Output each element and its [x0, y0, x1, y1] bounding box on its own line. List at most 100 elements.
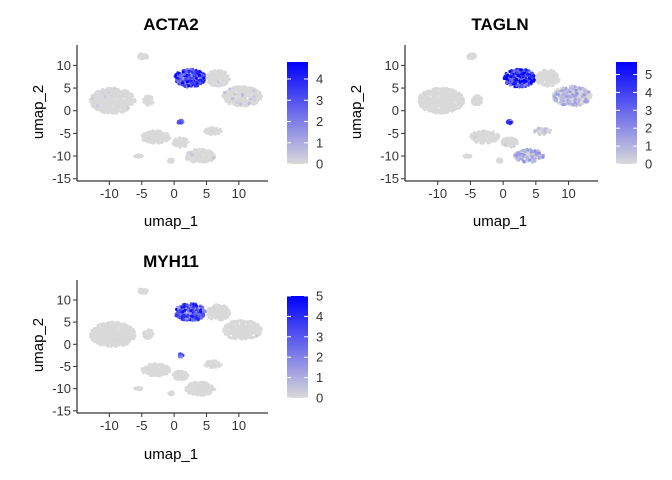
cell-point [92, 99, 96, 103]
cell-point [136, 155, 140, 159]
cell-point [530, 150, 534, 154]
cell-point [562, 86, 565, 90]
cell-point [224, 71, 228, 74]
cell-point [505, 76, 509, 80]
cell-point [118, 91, 122, 95]
cell-point [556, 90, 560, 94]
cell-point [505, 120, 509, 124]
cell-point [509, 120, 513, 124]
cell-point [571, 85, 575, 89]
cell-point [232, 102, 236, 106]
cell-point [92, 102, 96, 106]
cell-point [196, 71, 200, 75]
cell-point [143, 101, 147, 104]
cell-point [505, 74, 509, 77]
cell-point [252, 102, 255, 106]
cell-point [559, 94, 563, 98]
cell-point [227, 97, 231, 101]
cell-point [107, 103, 111, 107]
cell-point [433, 101, 436, 105]
cell-point [228, 87, 232, 91]
cell-point [95, 104, 99, 108]
cell-point [524, 79, 528, 83]
cell-point [124, 327, 128, 330]
cell-point [192, 69, 196, 73]
cell-point [445, 93, 449, 97]
cell-point [107, 340, 111, 344]
cell-point [198, 155, 202, 159]
y-tick-label: -10 [380, 149, 399, 164]
cell-point [109, 320, 113, 324]
cell-point [96, 324, 100, 328]
cell-point [189, 303, 193, 307]
cell-point [552, 95, 556, 99]
cell-point [526, 72, 530, 76]
cell-point [189, 309, 193, 313]
cell-point [454, 89, 457, 93]
cell-point [109, 106, 113, 110]
cell-point [204, 154, 208, 158]
cell-point [529, 154, 533, 158]
cell-point [92, 338, 96, 342]
cell-point [460, 104, 463, 107]
cell-point [213, 127, 217, 131]
cell-point [139, 154, 143, 158]
cell-point [464, 154, 468, 158]
cell-point [186, 77, 190, 81]
cell-point [122, 100, 126, 104]
point-layer [89, 287, 263, 397]
cell-point [447, 108, 451, 112]
cell-point [575, 92, 579, 96]
cell-point [192, 73, 196, 76]
cell-point [188, 70, 192, 73]
cell-point [580, 95, 584, 99]
cell-point [127, 340, 130, 344]
cell-point [101, 322, 105, 326]
cell-point [103, 107, 107, 111]
cell-point [429, 89, 433, 93]
cell-point [538, 154, 542, 158]
cell-point [469, 52, 473, 56]
cell-point [233, 92, 237, 96]
cell-point [434, 96, 438, 100]
cell-point [542, 70, 546, 74]
cell-point [105, 341, 108, 345]
cell-point [206, 158, 210, 162]
cell-point [567, 88, 571, 92]
cell-point [446, 89, 450, 93]
cell-point [537, 132, 541, 136]
cell-point [216, 84, 220, 88]
x-tick-label: 0 [500, 186, 507, 201]
cell-point [197, 78, 201, 82]
cell-point [229, 93, 233, 97]
cell-point [182, 318, 186, 322]
cell-point [224, 97, 227, 101]
cell-point [541, 155, 545, 159]
cell-point [578, 98, 582, 102]
cell-point [140, 57, 144, 61]
cell-point [473, 135, 477, 139]
cell-point [251, 100, 254, 104]
y-tick-label: -15 [380, 171, 399, 186]
cell-point [150, 101, 154, 104]
cell-point [458, 94, 462, 98]
cell-point [440, 111, 444, 115]
cell-point [516, 151, 519, 155]
cell-point [213, 132, 216, 136]
x-axis-label: umap_1 [144, 213, 198, 230]
cell-point [583, 87, 587, 91]
x-tick-label: -10 [100, 186, 119, 201]
cell-point [114, 111, 118, 115]
cell-point [212, 77, 216, 81]
cell-point [543, 83, 547, 87]
cell-point [478, 131, 482, 135]
cell-point [164, 135, 168, 139]
cell-point [104, 92, 108, 96]
cell-point [195, 84, 199, 88]
cell-point [585, 92, 589, 96]
cell-point [476, 137, 480, 141]
cell-point [435, 86, 439, 90]
cell-point [103, 328, 107, 332]
cell-point [181, 73, 185, 77]
cell-point [211, 80, 215, 84]
